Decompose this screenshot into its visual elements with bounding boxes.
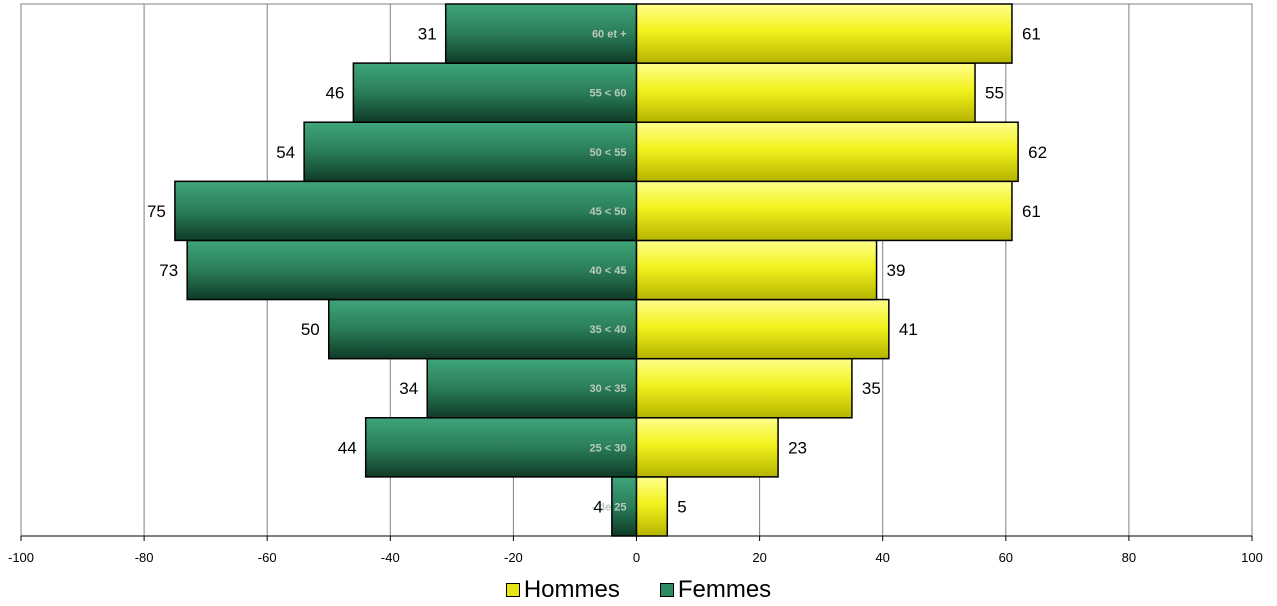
x-tick-label: -40 xyxy=(381,550,400,565)
data-label-hommes: 35 xyxy=(862,379,881,398)
legend-label-hommes: Hommes xyxy=(523,576,620,603)
legend-label-femmes: Femmes xyxy=(677,576,772,603)
data-label-femmes: 73 xyxy=(159,261,178,280)
data-label-hommes: 61 xyxy=(1022,202,1041,221)
x-tick-label: 60 xyxy=(999,550,1013,565)
x-tick-label: 80 xyxy=(1122,550,1136,565)
legend-swatch-hommes xyxy=(505,583,520,597)
bar-hommes xyxy=(635,121,1019,183)
bar-femmes xyxy=(303,121,638,183)
bar-femmes xyxy=(186,239,638,301)
category-label: 30 < 35 xyxy=(589,383,626,395)
bar-hommes xyxy=(635,357,853,419)
data-label-femmes: 75 xyxy=(147,202,166,221)
category-label: - de 25 xyxy=(592,501,627,513)
data-label-hommes: 41 xyxy=(899,320,918,339)
data-label-femmes: 44 xyxy=(338,438,357,457)
legend-swatch-femmes xyxy=(659,583,674,597)
bar-femmes xyxy=(174,180,638,242)
bar-femmes xyxy=(328,298,638,360)
data-label-femmes: 54 xyxy=(276,143,295,162)
category-label: 40 < 45 xyxy=(589,265,626,277)
category-label: 55 < 60 xyxy=(589,88,626,100)
data-label-femmes: 31 xyxy=(418,25,437,44)
data-label-femmes: 50 xyxy=(301,320,320,339)
category-label: 25 < 30 xyxy=(589,442,626,454)
x-tick-label: 40 xyxy=(875,550,889,565)
bars xyxy=(174,3,1019,537)
data-label-femmes: 34 xyxy=(399,379,418,398)
data-label-femmes: 46 xyxy=(325,84,344,103)
data-label-hommes: 62 xyxy=(1028,143,1047,162)
legend-item-femmes: Femmes xyxy=(659,576,772,604)
data-label-hommes: 39 xyxy=(887,261,906,280)
x-tick-label: -100 xyxy=(8,550,34,565)
bar-hommes xyxy=(635,298,890,360)
data-label-hommes: 5 xyxy=(677,497,686,516)
bar-hommes xyxy=(635,476,669,537)
x-tick-label: 20 xyxy=(752,550,766,565)
bar-hommes xyxy=(635,62,976,123)
bar-hommes xyxy=(635,3,1013,64)
category-label: 60 et + xyxy=(592,29,627,41)
x-tick-label: 100 xyxy=(1241,550,1263,565)
labels: - de 254 5 25 < 30 44 23 30 < 35 34 35 35 < 40 50… xyxy=(147,25,1047,517)
bar-femmes xyxy=(444,3,638,64)
x-tick-label: -20 xyxy=(504,550,523,565)
data-label-hommes: 61 xyxy=(1022,25,1041,44)
data-label-hommes: 23 xyxy=(788,438,807,457)
category-label: 50 < 55 xyxy=(589,147,626,159)
category-label: 45 < 50 xyxy=(589,206,626,218)
bar-hommes xyxy=(635,417,779,478)
data-label-hommes: 55 xyxy=(985,84,1004,103)
data-label-femmes: 4 xyxy=(593,497,602,516)
x-tick-label: 0 xyxy=(633,550,640,565)
bar-hommes xyxy=(635,239,878,301)
x-tick-label: -60 xyxy=(258,550,277,565)
legend: Hommes Femmes xyxy=(0,574,1277,606)
category-label: 35 < 40 xyxy=(589,324,626,336)
bar-hommes xyxy=(635,180,1013,242)
population-pyramid-chart: - de 254 5 25 < 30 44 23 30 < 35 34 35 35 < 40 50… xyxy=(8,3,1263,565)
legend-item-hommes: Hommes xyxy=(505,576,620,604)
x-tick-label: -80 xyxy=(135,550,154,565)
x-axis: -100 -80 -60 -40 -20 0 20 40 60 80 100 xyxy=(8,535,1263,565)
